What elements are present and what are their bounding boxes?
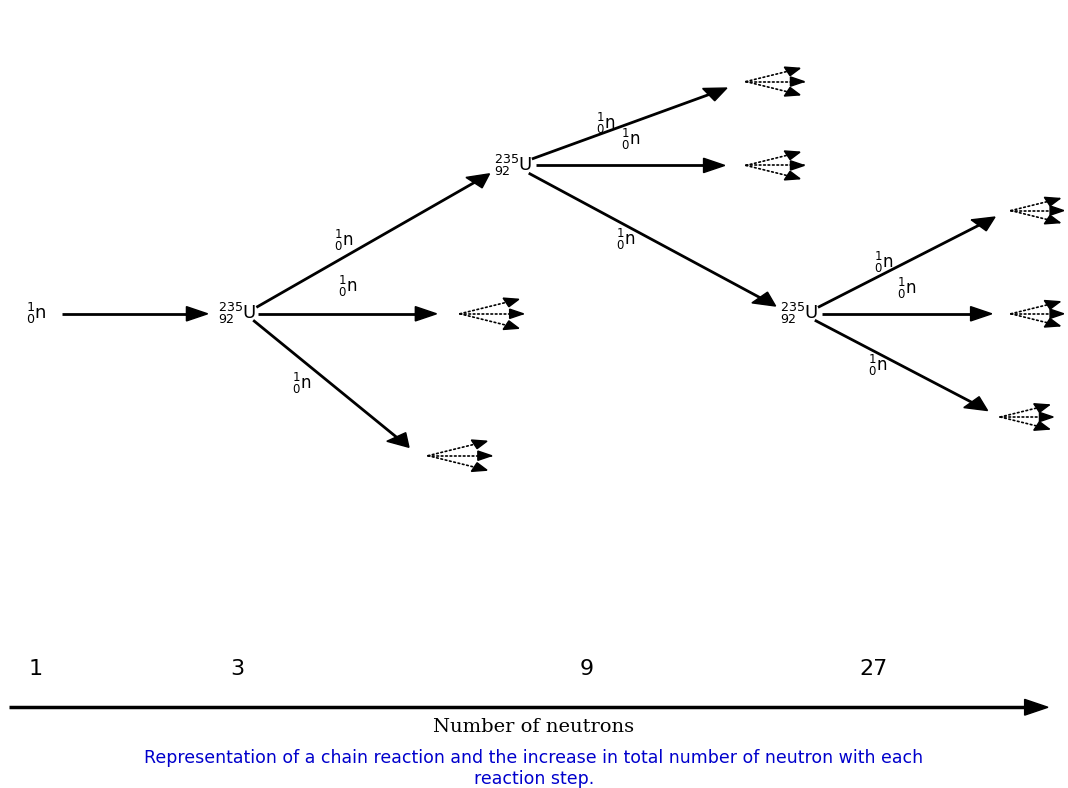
Polygon shape — [503, 321, 519, 329]
Polygon shape — [971, 217, 995, 231]
Polygon shape — [971, 307, 992, 321]
Text: Number of neutrons: Number of neutrons — [434, 718, 634, 736]
Polygon shape — [963, 396, 988, 411]
Polygon shape — [415, 307, 437, 321]
Polygon shape — [704, 158, 725, 173]
Polygon shape — [1045, 215, 1059, 224]
Polygon shape — [784, 67, 800, 76]
Polygon shape — [1039, 412, 1053, 422]
Text: $^{1}_{0}$n: $^{1}_{0}$n — [596, 111, 615, 136]
Text: $^{1}_{0}$n: $^{1}_{0}$n — [621, 127, 640, 152]
Polygon shape — [187, 307, 207, 321]
Polygon shape — [790, 161, 804, 170]
Polygon shape — [1034, 422, 1050, 430]
Text: $^{1}_{0}$n: $^{1}_{0}$n — [874, 250, 893, 275]
Polygon shape — [784, 87, 800, 96]
Polygon shape — [477, 451, 491, 460]
Text: $^{1}_{0}$n: $^{1}_{0}$n — [292, 371, 311, 396]
Text: $^{1}_{0}$n: $^{1}_{0}$n — [337, 274, 357, 299]
Text: $^{1}_{0}$n: $^{1}_{0}$n — [868, 353, 888, 378]
Polygon shape — [1045, 197, 1059, 206]
Polygon shape — [1024, 700, 1048, 716]
Polygon shape — [471, 440, 487, 448]
Polygon shape — [752, 292, 775, 306]
Polygon shape — [387, 433, 409, 448]
Polygon shape — [1034, 403, 1050, 412]
Polygon shape — [790, 77, 804, 86]
Text: 1: 1 — [29, 659, 43, 678]
Text: $^{1}_{0}$n: $^{1}_{0}$n — [26, 301, 46, 326]
Polygon shape — [1045, 318, 1059, 327]
Polygon shape — [1050, 309, 1064, 318]
Polygon shape — [784, 171, 800, 180]
Text: 9: 9 — [580, 659, 594, 678]
Text: 27: 27 — [859, 659, 888, 678]
Polygon shape — [466, 174, 489, 188]
Text: $^{235}_{92}$U: $^{235}_{92}$U — [780, 301, 818, 326]
Polygon shape — [471, 463, 487, 471]
Polygon shape — [703, 88, 727, 101]
Text: $^{1}_{0}$n: $^{1}_{0}$n — [897, 276, 916, 300]
Text: $^{1}_{0}$n: $^{1}_{0}$n — [616, 227, 635, 252]
Text: 3: 3 — [231, 659, 245, 678]
Text: $^{1}_{0}$n: $^{1}_{0}$n — [333, 228, 352, 253]
Text: $^{235}_{92}$U: $^{235}_{92}$U — [218, 301, 256, 326]
Polygon shape — [509, 309, 523, 318]
Text: $^{235}_{92}$U: $^{235}_{92}$U — [493, 153, 532, 178]
Text: Representation of a chain reaction and the increase in total number of neutron w: Representation of a chain reaction and t… — [144, 749, 924, 788]
Polygon shape — [503, 298, 519, 307]
Polygon shape — [1045, 300, 1059, 309]
Polygon shape — [1050, 206, 1064, 215]
Polygon shape — [784, 151, 800, 160]
